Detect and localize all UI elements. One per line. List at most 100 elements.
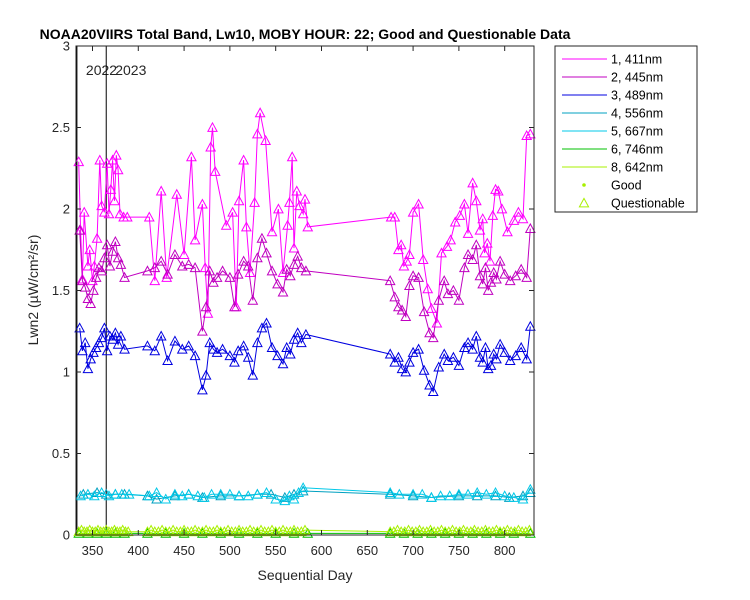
x-tick-label: 600 — [311, 543, 333, 558]
series-layer — [73, 107, 536, 538]
data-point — [462, 227, 474, 238]
data-point — [207, 121, 218, 132]
data-point — [510, 350, 522, 361]
data-point — [183, 488, 195, 499]
y-tick-label: 0.5 — [52, 446, 70, 461]
data-point — [153, 526, 164, 537]
data-point — [104, 260, 116, 271]
data-point — [115, 330, 127, 341]
data-point — [238, 154, 250, 165]
data-point — [74, 224, 86, 235]
data-point — [474, 351, 486, 362]
data-point — [480, 527, 492, 538]
data-point — [211, 346, 223, 357]
data-point — [266, 265, 278, 276]
data-point — [198, 491, 210, 502]
data-point — [199, 262, 211, 273]
data-point — [492, 185, 504, 196]
data-point — [238, 340, 250, 351]
data-point — [96, 486, 108, 498]
data-point — [93, 337, 105, 348]
data-point — [122, 526, 134, 537]
data-point — [504, 275, 516, 286]
data-point — [266, 226, 278, 237]
data-point — [521, 271, 533, 282]
data-point — [471, 490, 483, 501]
data-point — [487, 209, 499, 220]
data-point — [453, 294, 465, 305]
x-tick-label: 550 — [265, 543, 287, 558]
data-point — [169, 248, 181, 260]
data-point — [499, 346, 511, 357]
data-point — [295, 526, 307, 537]
y-tick-label: 2.5 — [52, 120, 70, 135]
y-tick-label: 2 — [63, 202, 70, 217]
data-point — [94, 154, 106, 165]
data-point — [384, 348, 396, 359]
data-point — [242, 490, 254, 501]
data-point — [218, 526, 230, 537]
data-point — [477, 213, 489, 224]
data-point — [76, 524, 87, 535]
data-point — [107, 333, 119, 344]
chart-title: NOAA20VIIRS Total Band, Lw10, MOBY HOUR:… — [40, 26, 571, 42]
data-point — [160, 527, 172, 538]
legend-label: 5, 667nm — [611, 125, 663, 139]
legend-label: 6, 746nm — [611, 143, 663, 157]
data-point — [206, 488, 218, 499]
data-point — [101, 239, 113, 250]
data-point — [200, 369, 212, 380]
x-axis-label: Sequential Day — [258, 567, 353, 583]
data-point — [266, 341, 278, 352]
data-point — [233, 490, 245, 501]
data-point — [504, 354, 516, 365]
data-point — [288, 258, 300, 269]
data-point — [196, 527, 208, 538]
data-point — [401, 255, 413, 266]
data-point — [272, 350, 283, 361]
data-point — [196, 384, 208, 395]
y-tick-label: 1 — [63, 365, 70, 380]
data-point — [465, 526, 477, 537]
data-point — [261, 247, 272, 258]
data-point — [439, 527, 451, 538]
data-point — [508, 214, 520, 225]
data-point — [110, 149, 122, 160]
data-point — [279, 491, 291, 502]
data-point — [142, 527, 153, 538]
data-point — [251, 527, 263, 538]
data-point — [229, 356, 240, 367]
data-point — [281, 263, 293, 274]
data-point — [87, 275, 98, 286]
data-point — [283, 196, 295, 207]
data-point — [445, 234, 457, 245]
data-point — [112, 164, 124, 175]
data-point — [90, 271, 102, 282]
data-point — [119, 271, 130, 282]
y-tick-label: 3 — [63, 39, 70, 54]
data-point — [161, 271, 173, 282]
data-point — [454, 209, 466, 220]
data-point — [524, 483, 536, 494]
data-point — [176, 260, 188, 271]
data-point — [299, 193, 311, 204]
data-point — [523, 524, 535, 535]
data-point — [96, 332, 108, 343]
data-point — [292, 327, 304, 338]
legend-label: 3, 489nm — [611, 89, 663, 103]
data-point — [229, 301, 240, 312]
data-point — [169, 335, 181, 346]
legend-label: 4, 556nm — [611, 107, 663, 121]
data-point — [91, 232, 103, 243]
data-point — [109, 195, 120, 206]
data-point — [251, 526, 263, 537]
data-point — [240, 526, 252, 537]
data-point — [185, 151, 197, 162]
data-point — [441, 240, 453, 251]
y-tick-label: 1.5 — [52, 283, 70, 298]
data-point — [106, 526, 118, 537]
data-point — [185, 526, 197, 537]
data-point — [143, 211, 155, 222]
data-point — [300, 328, 312, 339]
data-point — [238, 255, 250, 266]
